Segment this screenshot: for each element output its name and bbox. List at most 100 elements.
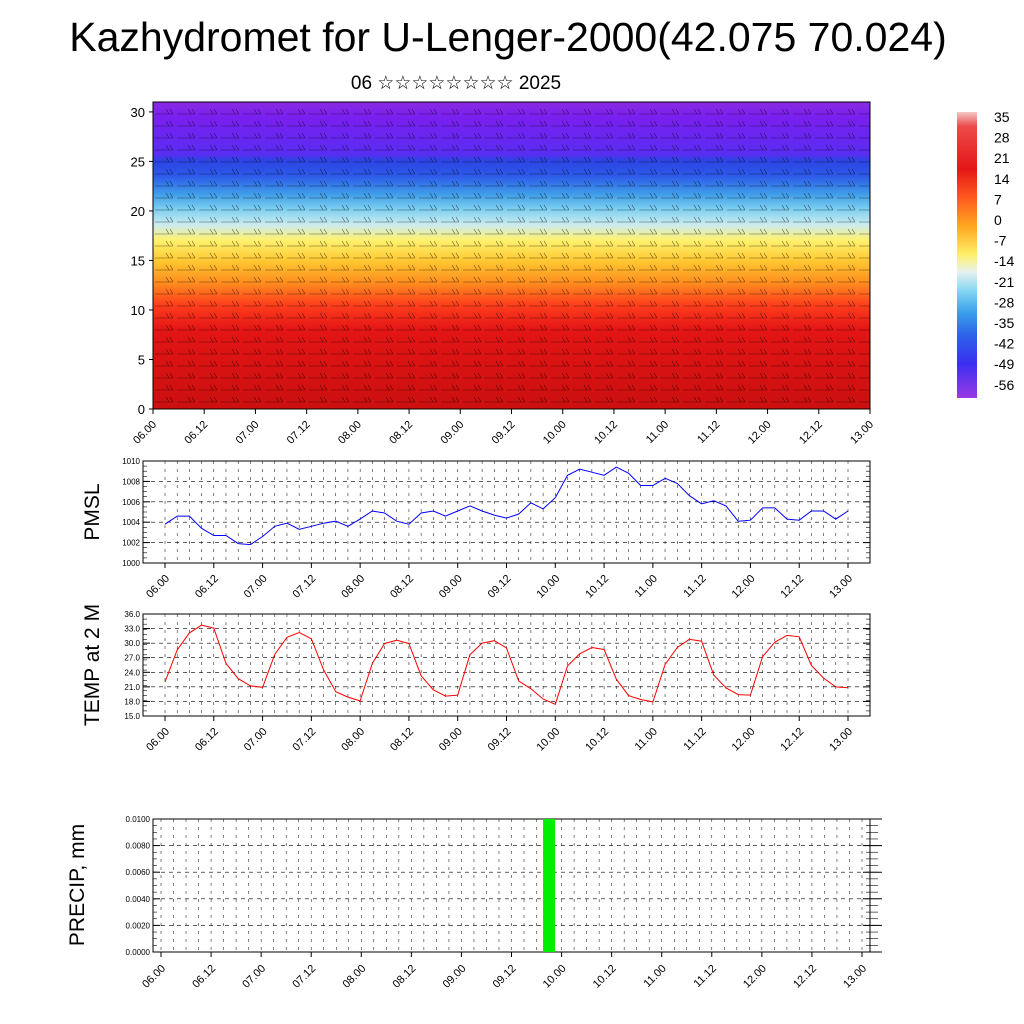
x-tick-label: 11.00 xyxy=(641,963,668,990)
cs-x-tick-label: 13.00 xyxy=(848,419,876,447)
x-tick-label: 13.00 xyxy=(827,726,855,754)
x-tick-label: 13.00 xyxy=(827,573,855,601)
pmsl-ylabel: PMSL xyxy=(81,483,104,540)
y-tick-label: 24.0 xyxy=(124,668,140,677)
precip-grid xyxy=(153,818,870,953)
precip-panel: 0.0000 0.0020 0.0040 0.0060 0.0080 0.0100 06.0… xyxy=(66,815,882,991)
cs-x-tick-label: 10.00 xyxy=(541,419,569,447)
x-tick-label: 12.00 xyxy=(741,963,769,991)
x-tick-label: 12.12 xyxy=(778,726,806,754)
cross-section-panel: 0 5 10 15 20 25 30 06.00 06.12 07.00 07.12 08.00 08… xyxy=(131,101,876,447)
x-tick-label: 09.00 xyxy=(441,963,469,991)
page-title: Kazhydromet for U-Lenger-2000(42.075 70.… xyxy=(69,14,947,60)
cs-x-tick-label: 12.12 xyxy=(797,419,825,447)
y-tick-label: 0.0100 xyxy=(126,815,151,824)
x-tick-label: 11.12 xyxy=(692,963,719,990)
cs-x-tick-label: 09.12 xyxy=(490,419,518,447)
y-tick-label: 1008 xyxy=(122,477,140,486)
y-tick-label: 1004 xyxy=(122,518,140,527)
x-tick-label: 10.12 xyxy=(583,726,611,754)
page-subtitle: 06 ☆☆☆☆☆☆☆☆ 2025 xyxy=(350,73,562,94)
y-tick-label: 30.0 xyxy=(124,639,140,648)
temp-panel: 15.0 18.0 21.0 24.0 27.0 30.0 33.0 36.0 06.00 06.… xyxy=(81,604,871,754)
cs-y-tick-label: 20 xyxy=(131,204,145,219)
x-tick-label: 09.00 xyxy=(437,726,465,754)
cs-y-tick-label: 25 xyxy=(131,154,145,169)
x-tick-label: 09.00 xyxy=(437,573,465,601)
x-tick-label: 06.00 xyxy=(144,726,172,754)
x-tick-label: 06.12 xyxy=(193,726,221,754)
colorbar-label: -35 xyxy=(994,315,1014,331)
cs-x-tick-label: 06.00 xyxy=(131,419,159,447)
colorbar-label: 14 xyxy=(994,171,1010,187)
colorbar: 35 28 21 14 7 0 -7 -14 -21 -28 -35 -42 -49 -56 xyxy=(957,109,1014,398)
x-tick-label: 09.12 xyxy=(486,573,514,601)
pmsl-series-line xyxy=(164,466,849,546)
colorbar-labels: 35 28 21 14 7 0 -7 -14 -21 -28 -35 -42 -49 -56 xyxy=(994,109,1014,393)
x-tick-label: 08.00 xyxy=(339,573,367,601)
cs-x-tick-label: 07.00 xyxy=(234,419,262,447)
x-tick-label: 10.00 xyxy=(534,726,562,754)
x-tick-label: 06.00 xyxy=(144,573,172,601)
y-tick-label: 1010 xyxy=(122,457,140,466)
cs-x-tick-label: 06.12 xyxy=(182,419,210,447)
y-tick-label: 33.0 xyxy=(124,625,140,634)
colorbar-label: 7 xyxy=(994,191,1002,207)
temp-grid xyxy=(143,613,870,717)
x-tick-label: 12.00 xyxy=(730,573,758,601)
x-tick-label: 07.12 xyxy=(290,963,318,991)
x-tick-label: 10.12 xyxy=(591,963,619,991)
x-tick-label: 07.00 xyxy=(242,573,270,601)
y-tick-label: 27.0 xyxy=(124,654,140,663)
x-tick-label: 06.12 xyxy=(190,963,218,991)
cs-x-tick-label: 07.12 xyxy=(285,419,313,447)
x-tick-label: 13.00 xyxy=(841,963,869,991)
x-tick-label: 08.12 xyxy=(388,726,416,754)
y-tick-label: 36.0 xyxy=(124,610,140,619)
colorbar-gradient xyxy=(957,112,977,398)
cs-x-tick-label: 09.00 xyxy=(438,419,466,447)
cs-x-tick-label: 12.00 xyxy=(746,419,774,447)
cs-x-tick-label: 10.12 xyxy=(592,419,620,447)
x-tick-label: 09.12 xyxy=(486,726,514,754)
cs-y-tick-label: 30 xyxy=(131,105,145,120)
cross-section-y-axis: 0 5 10 15 20 25 30 xyxy=(131,105,153,417)
precip-bar xyxy=(543,819,556,952)
x-tick-label: 10.00 xyxy=(534,573,562,601)
x-tick-label: 07.00 xyxy=(240,963,268,991)
cs-y-tick-label: 5 xyxy=(138,352,145,367)
x-tick-label: 12.12 xyxy=(778,573,806,601)
x-tick-label: 08.12 xyxy=(388,573,416,601)
pmsl-axes: 1000 1002 1004 1006 1008 1010 06.00 06.12 07.00 0… xyxy=(122,457,870,601)
y-tick-label: 0.0080 xyxy=(126,842,151,851)
x-tick-label: 06.12 xyxy=(193,573,221,601)
colorbar-label: -14 xyxy=(994,253,1014,269)
temp-axes: 15.0 18.0 21.0 24.0 27.0 30.0 33.0 36.0 06.00 06.… xyxy=(124,610,870,754)
x-tick-label: 12.00 xyxy=(730,726,758,754)
cs-y-tick-label: 0 xyxy=(138,402,145,417)
colorbar-label: -7 xyxy=(994,233,1007,249)
x-tick-label: 11.12 xyxy=(681,726,708,753)
x-tick-label: 08.00 xyxy=(339,726,367,754)
x-tick-label: 11.00 xyxy=(633,573,660,600)
y-tick-label: 0.0000 xyxy=(126,948,151,957)
y-tick-label: 18.0 xyxy=(124,697,140,706)
temp-series-line xyxy=(164,624,849,705)
cs-x-tick-label: 08.00 xyxy=(336,419,364,447)
x-tick-label: 07.12 xyxy=(291,573,319,601)
colorbar-label: -28 xyxy=(994,294,1014,310)
temp-ylabel: TEMP at 2 M xyxy=(81,604,104,726)
cross-section-x-axis: 06.00 06.12 07.00 07.12 08.00 08.12 09.00 09.12… xyxy=(131,409,876,447)
colorbar-label: -56 xyxy=(994,377,1014,393)
y-tick-label: 0.0020 xyxy=(126,921,151,930)
cs-x-tick-label: 11.12 xyxy=(695,419,722,446)
cs-x-tick-label: 08.12 xyxy=(387,419,415,447)
colorbar-label: 21 xyxy=(994,150,1010,166)
x-tick-label: 08.12 xyxy=(391,963,419,991)
x-tick-label: 07.12 xyxy=(291,726,319,754)
y-tick-label: 0.0040 xyxy=(126,895,151,904)
x-tick-label: 11.12 xyxy=(681,573,708,600)
x-tick-label: 12.12 xyxy=(791,963,819,991)
colorbar-label: -49 xyxy=(994,356,1014,372)
x-tick-label: 10.12 xyxy=(583,573,611,601)
